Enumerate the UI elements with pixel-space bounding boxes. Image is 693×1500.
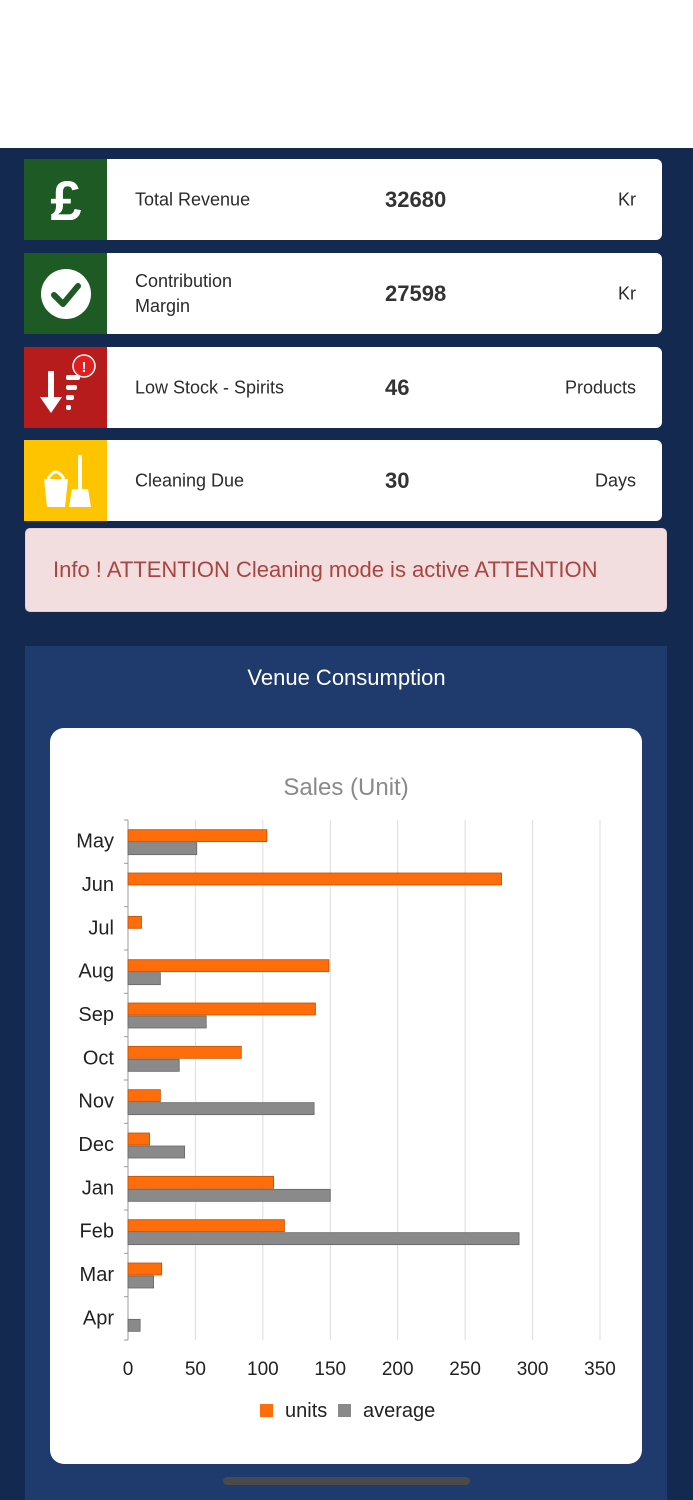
bar-average bbox=[127, 1188, 331, 1202]
stat-card-cleaning-due[interactable]: Cleaning Due 30 Days bbox=[24, 440, 662, 521]
bar-units bbox=[127, 1089, 161, 1103]
bar-units bbox=[127, 1219, 285, 1233]
x-tick-label: 300 bbox=[517, 1359, 549, 1380]
bar-average bbox=[127, 972, 161, 986]
cleaning-bucket-icon bbox=[24, 440, 107, 521]
stat-card-contribution-margin[interactable]: Contribution Margin 27598 Kr bbox=[24, 253, 662, 334]
y-tick-label: Mar bbox=[80, 1264, 115, 1286]
legend-swatch-units bbox=[260, 1404, 273, 1417]
stat-unit: Days bbox=[594, 470, 636, 490]
legend-label-average: average bbox=[363, 1400, 435, 1422]
chart-card: May Jun Jul Aug Sep Oct Nov Dec Jan Feb Mar Apr 0 50… bbox=[50, 728, 642, 1464]
stat-label: Cleaning Due bbox=[135, 470, 245, 490]
x-tick-label: 200 bbox=[382, 1359, 414, 1380]
bar-units bbox=[127, 959, 330, 973]
y-tick-label: Dec bbox=[78, 1134, 114, 1156]
bar-units bbox=[127, 1175, 275, 1189]
stat-unit: Kr bbox=[618, 189, 636, 209]
x-tick-label: 150 bbox=[314, 1359, 346, 1380]
bar-average bbox=[127, 1275, 155, 1289]
bar-units bbox=[127, 1045, 242, 1059]
bar-average bbox=[127, 1232, 520, 1246]
y-tick-label: Jan bbox=[82, 1177, 114, 1199]
bar-units bbox=[127, 1132, 150, 1146]
y-tick-label: Nov bbox=[78, 1091, 114, 1113]
x-tick-label: 50 bbox=[185, 1359, 206, 1380]
bar-average bbox=[127, 1058, 180, 1072]
legend-swatch-average bbox=[338, 1404, 351, 1417]
stat-card-low-stock[interactable]: ! Low Stock - Spirits 46 Products bbox=[24, 347, 662, 428]
cleaning-mode-alert: Info ! ATTENTION Cleaning mode is active… bbox=[25, 528, 667, 612]
stat-unit: Kr bbox=[618, 283, 636, 303]
sales-chart: May Jun Jul Aug Sep Oct Nov Dec Jan Feb Mar Apr 0 50… bbox=[76, 774, 616, 1422]
bar-average bbox=[127, 1318, 141, 1332]
panel-title: Venue Consumption bbox=[247, 665, 446, 690]
y-tick-label: Aug bbox=[78, 961, 114, 983]
stat-value: 46 bbox=[385, 374, 410, 400]
home-indicator[interactable] bbox=[223, 1477, 470, 1485]
x-tick-label: 250 bbox=[449, 1359, 481, 1380]
stat-unit: Products bbox=[564, 377, 636, 397]
stat-card-total-revenue[interactable]: £ Total Revenue 32680 Kr bbox=[24, 159, 662, 240]
stat-value: 27598 bbox=[385, 280, 447, 306]
bar-average bbox=[127, 1145, 186, 1159]
bar-units bbox=[127, 915, 142, 929]
status-area bbox=[0, 0, 693, 148]
pound-icon: £ bbox=[24, 159, 107, 240]
bar-units bbox=[127, 829, 268, 843]
stock-alert-badge: ! bbox=[81, 359, 86, 376]
stat-label: Total Revenue bbox=[135, 189, 251, 209]
y-tick-label: Sep bbox=[78, 1004, 114, 1026]
low-stock-alert-icon: ! bbox=[24, 347, 107, 428]
y-tick-label: May bbox=[76, 831, 114, 853]
alert-text: Info ! ATTENTION Cleaning mode is active… bbox=[53, 557, 598, 582]
chart-title: Sales (Unit) bbox=[283, 774, 408, 801]
check-circle-icon bbox=[24, 253, 107, 334]
svg-text:£: £ bbox=[50, 170, 81, 230]
stat-value: 32680 bbox=[385, 186, 447, 212]
stat-value: 30 bbox=[385, 467, 410, 493]
stat-label: Low Stock - Spirits bbox=[135, 377, 285, 397]
x-tick-label: 0 bbox=[123, 1359, 134, 1380]
legend-label-units: units bbox=[285, 1400, 327, 1422]
bar-units bbox=[127, 1002, 316, 1016]
bar-units bbox=[127, 872, 502, 886]
y-tick-label: Jun bbox=[82, 874, 114, 896]
x-tick-label: 350 bbox=[584, 1359, 616, 1380]
bar-units bbox=[127, 1262, 163, 1276]
bar-average bbox=[127, 1015, 207, 1029]
stat-label: Contribution Margin bbox=[135, 270, 233, 316]
y-tick-label: Jul bbox=[88, 917, 114, 939]
bar-average bbox=[127, 842, 198, 856]
bar-average bbox=[127, 1102, 315, 1116]
x-tick-label: 100 bbox=[247, 1359, 279, 1380]
y-tick-label: Oct bbox=[83, 1047, 115, 1069]
y-tick-label: Feb bbox=[80, 1221, 114, 1243]
y-tick-label: Apr bbox=[83, 1307, 114, 1329]
